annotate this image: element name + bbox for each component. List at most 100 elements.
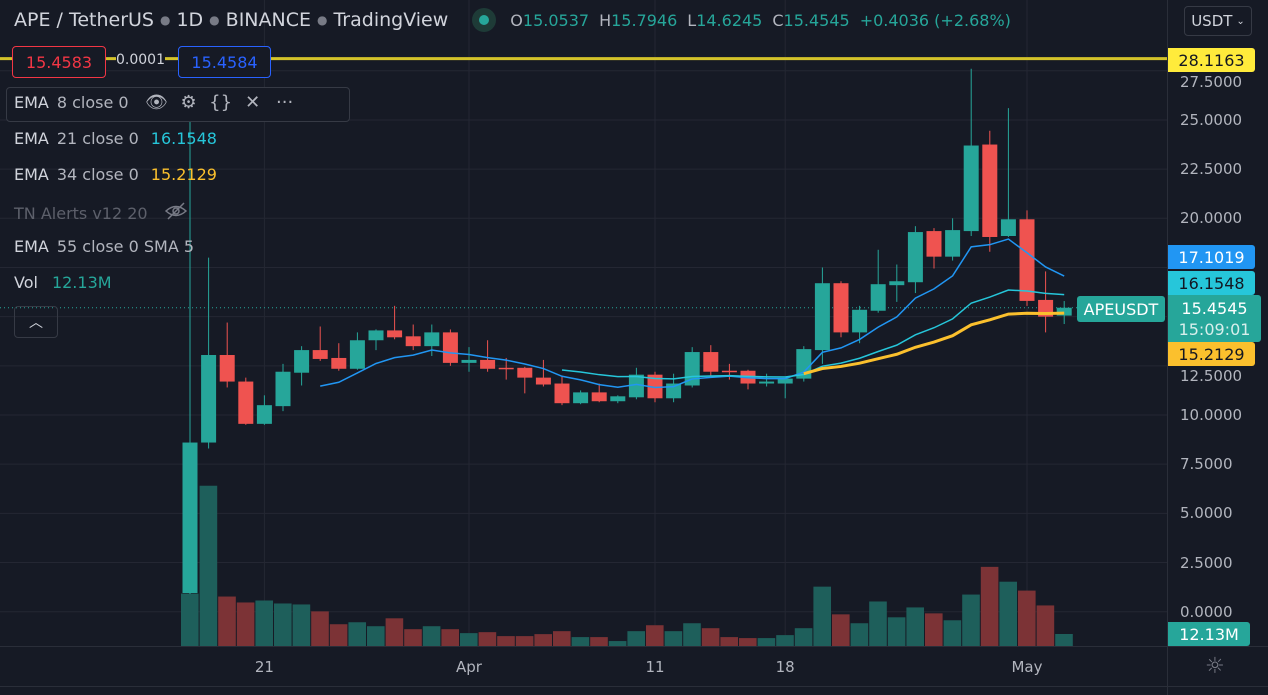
- candle-body: [554, 383, 570, 404]
- volume-bar: [236, 602, 255, 646]
- candle-body: [535, 377, 551, 385]
- ema8-price-tag: 17.1019: [1168, 245, 1255, 269]
- candle-body: [833, 283, 849, 333]
- settings-sun-icon[interactable]: ☼: [1205, 654, 1225, 679]
- y-tick-label: 27.5000: [1180, 73, 1243, 91]
- volume-bar: [1018, 590, 1036, 646]
- volume-tag: 12.13M: [1168, 622, 1250, 646]
- buy-button[interactable]: 15.4584: [178, 46, 271, 78]
- volume-bar: [962, 594, 980, 646]
- volume-bar: [776, 635, 794, 646]
- change-value: +0.4036 (+2.68%): [859, 10, 1011, 30]
- legend-ema55[interactable]: EMA 55 close 0 SMA 5: [14, 237, 195, 256]
- candle-body: [703, 352, 719, 372]
- collapse-legend-button[interactable]: ︿: [14, 306, 58, 338]
- volume-bar: [701, 628, 720, 646]
- candle-body: [777, 378, 793, 384]
- gear-icon[interactable]: ⚙: [180, 92, 197, 113]
- price-axis[interactable]: [1167, 0, 1268, 695]
- volume-bar: [385, 618, 404, 646]
- candle-body: [945, 230, 961, 257]
- candle-body: [461, 359, 477, 363]
- volume-bar: [664, 631, 683, 646]
- ema34-price-tag: 15.2129: [1168, 342, 1255, 366]
- hline-price-tag: 28.1163: [1168, 48, 1255, 72]
- chevron-up-icon: ︿: [29, 315, 43, 331]
- volume-bar: [720, 637, 738, 646]
- y-tick-label: 7.5000: [1180, 455, 1233, 474]
- last-price-tag: 15.4545 15:09:01: [1168, 295, 1261, 342]
- volume-value: 12.13M: [51, 273, 112, 292]
- volume-bar: [367, 626, 385, 646]
- candle-body: [256, 405, 272, 424]
- volume-bar: [218, 596, 236, 646]
- legend-volume[interactable]: Vol 12.13M: [14, 273, 112, 292]
- eye-icon[interactable]: 👁: [145, 92, 169, 113]
- y-tick-label: 2.5000: [1180, 553, 1233, 572]
- y-tick-label: 0.0000: [1180, 602, 1233, 621]
- volume-bar: [813, 586, 831, 646]
- candle-body: [721, 370, 737, 373]
- candle-body: [219, 355, 235, 382]
- candle-body: [1056, 307, 1072, 316]
- volume-bar: [348, 622, 366, 646]
- volume-bar: [199, 485, 218, 646]
- braces-icon[interactable]: {}: [209, 92, 233, 113]
- x-tick-label: 11: [645, 658, 665, 676]
- candle-body: [387, 330, 403, 338]
- y-tick-label: 5.0000: [1180, 504, 1233, 523]
- candle-body: [666, 383, 682, 399]
- ohlc-readout: O15.0537 H15.7946 L14.6245 C15.4545 +0.4…: [510, 10, 1011, 30]
- symbol-title[interactable]: APE / TetherUS: [14, 9, 154, 31]
- volume-bar: [980, 566, 999, 646]
- volume-bar: [422, 626, 441, 646]
- volume-bar: [683, 623, 701, 646]
- spread-value: 0.0001: [116, 52, 165, 68]
- volume-bar: [999, 581, 1017, 646]
- legend-ema34[interactable]: EMA 34 close 0 15.2129: [14, 165, 217, 184]
- x-tick-label: Apr: [456, 658, 482, 676]
- candle-body: [294, 350, 310, 373]
- candle-body: [814, 283, 830, 351]
- volume-bar: [181, 593, 199, 646]
- ema21-price-tag: 16.1548: [1168, 271, 1255, 295]
- candle-body: [480, 359, 496, 369]
- x-tick-label: 18: [775, 658, 795, 676]
- candle-body: [647, 374, 663, 399]
- ema-34-line: [803, 311, 1065, 376]
- candle-body: [424, 332, 440, 347]
- volume-bar: [460, 633, 478, 646]
- legend-ema8[interactable]: EMA 8 close 0 👁 ⚙ {} ✕ ···: [14, 92, 301, 113]
- currency-dropdown[interactable]: USDT ⌄: [1184, 6, 1252, 36]
- candle-body: [907, 232, 923, 283]
- volume-bar: [850, 623, 869, 646]
- sell-button[interactable]: 15.4583: [12, 46, 106, 78]
- market-status-icon[interactable]: [472, 8, 497, 32]
- eye-off-icon[interactable]: [164, 201, 188, 225]
- legend-tn-alerts[interactable]: TN Alerts v12 20: [14, 201, 188, 225]
- y-tick-label: 12.5000: [1180, 367, 1243, 385]
- candle-body: [238, 381, 254, 424]
- more-icon[interactable]: ···: [276, 92, 294, 113]
- interval[interactable]: 1D: [176, 9, 204, 31]
- candle-body: [1000, 219, 1016, 237]
- x-tick-label: 21: [254, 658, 274, 676]
- candle-body: [759, 381, 775, 384]
- x-tick-label: May: [1011, 658, 1043, 676]
- candle-body: [331, 357, 347, 369]
- candle-body: [591, 392, 607, 402]
- y-tick-label: 22.5000: [1180, 160, 1243, 179]
- volume-bar: [329, 624, 348, 646]
- legend-ema21[interactable]: EMA 21 close 0 16.1548: [14, 129, 217, 148]
- volume-bar: [311, 611, 329, 646]
- volume-bar: [534, 634, 552, 646]
- time-axis[interactable]: [0, 646, 1268, 687]
- volume-bar: [943, 620, 962, 646]
- close-value: 15.4545: [783, 10, 850, 30]
- candle-body: [368, 330, 384, 341]
- candle-body: [1019, 219, 1035, 301]
- candle-body: [312, 350, 328, 359]
- high-value: 15.7946: [611, 10, 678, 30]
- close-icon[interactable]: ✕: [245, 92, 261, 113]
- candle-body: [926, 231, 942, 257]
